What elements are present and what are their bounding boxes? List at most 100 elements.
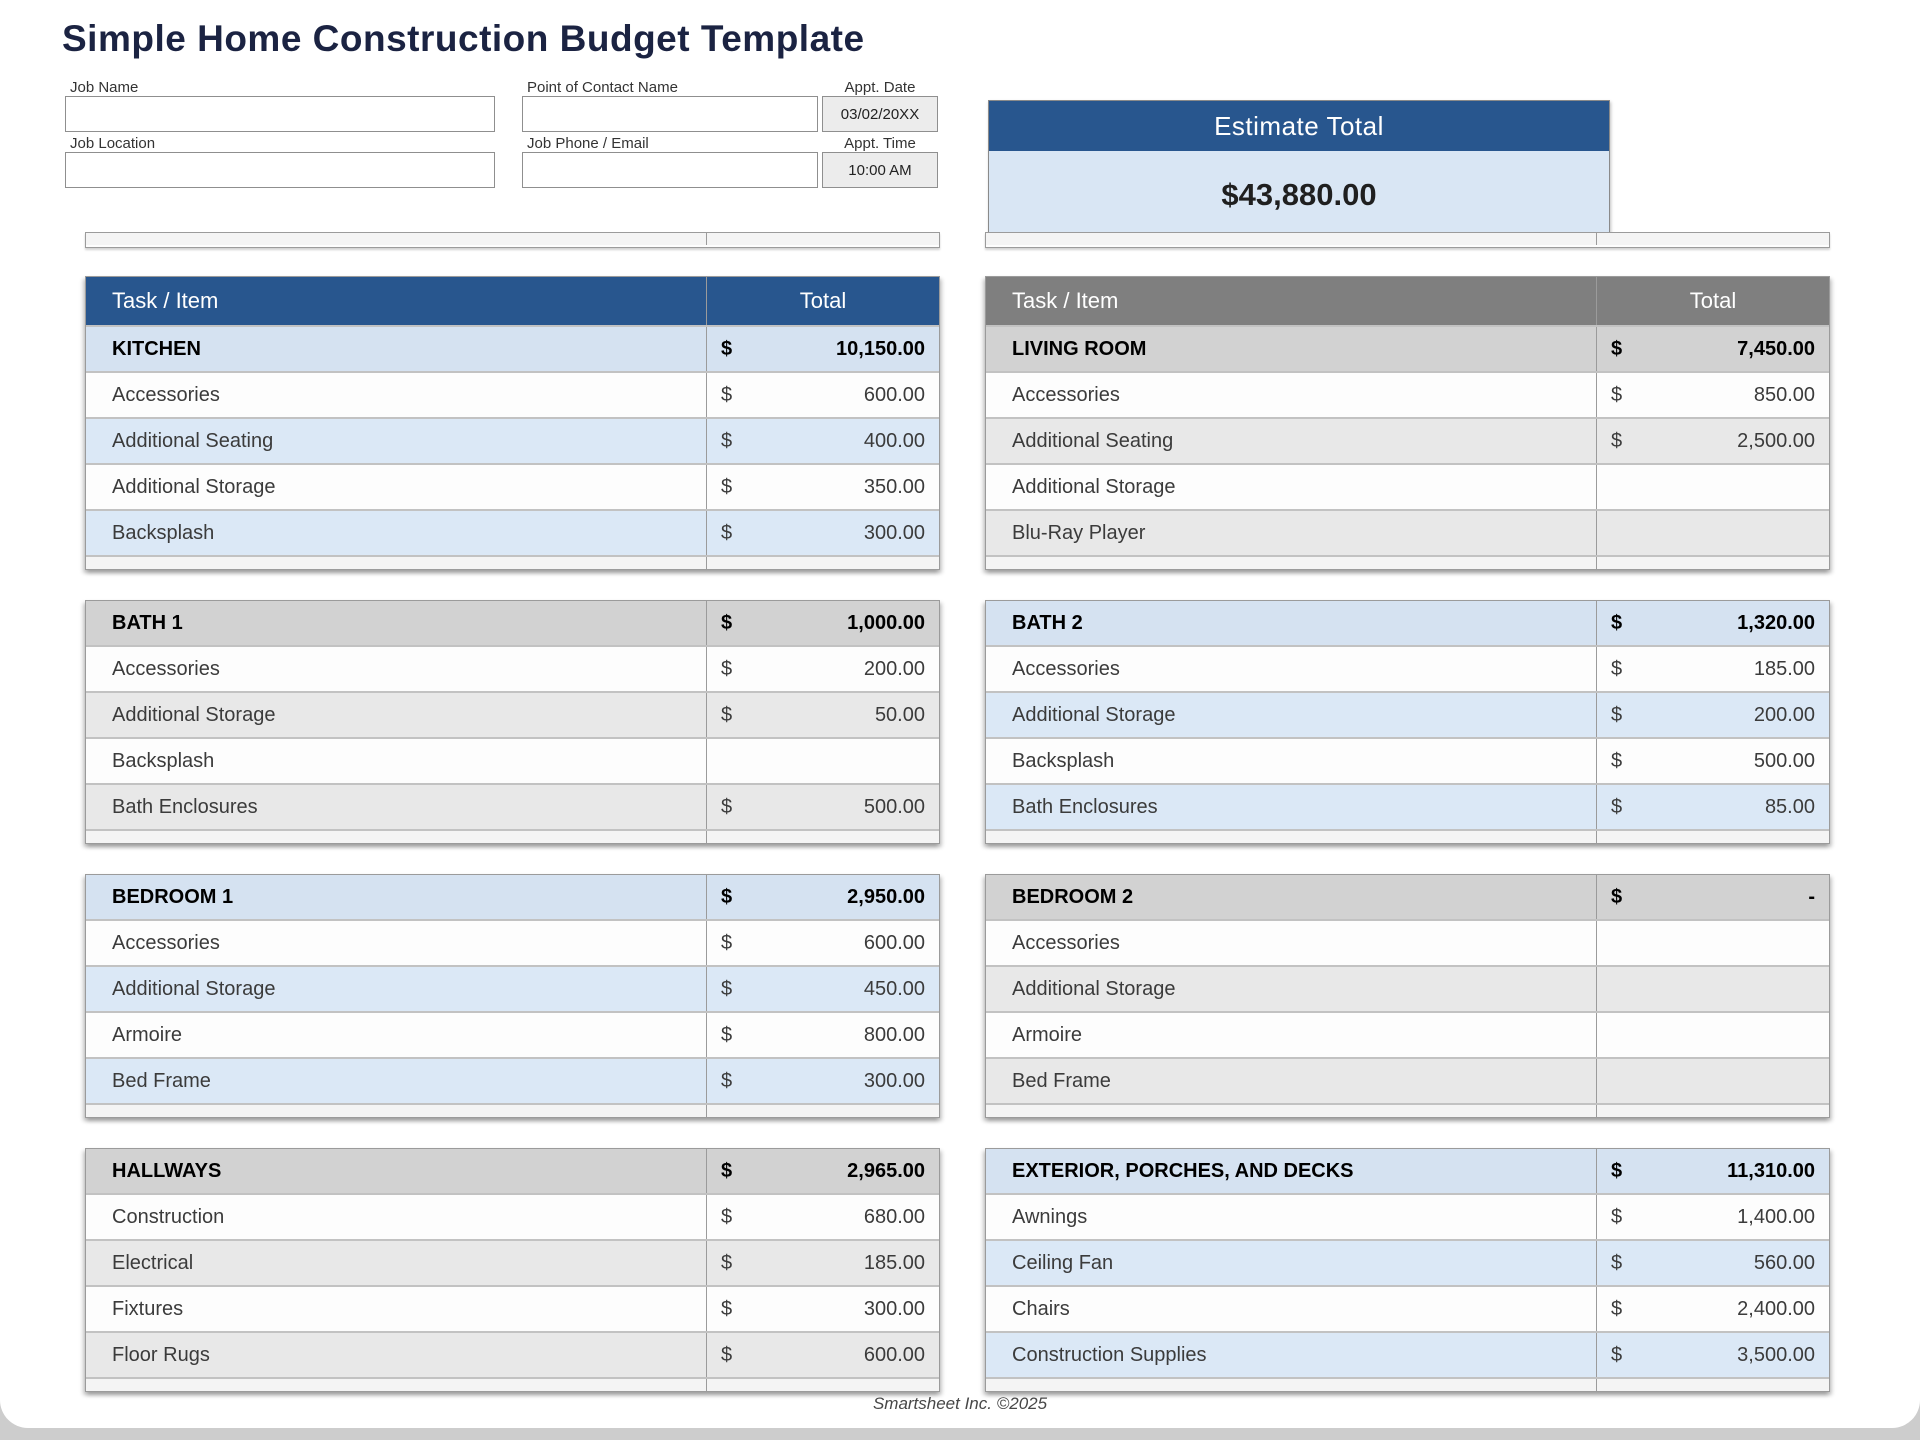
- task-cell[interactable]: Bath Enclosures: [986, 785, 1597, 829]
- amount-value: 600.00: [863, 1343, 925, 1366]
- table-row: Additional Seating $2,500.00: [986, 419, 1829, 465]
- job-location-label: Job Location: [70, 135, 156, 152]
- task-cell[interactable]: Accessories: [86, 647, 707, 691]
- total-cell[interactable]: $350.00: [707, 465, 939, 509]
- task-cell[interactable]: Accessories: [986, 373, 1597, 417]
- currency-symbol: $: [1611, 337, 1623, 360]
- currency-symbol: Total: [1689, 288, 1737, 313]
- task-cell[interactable]: Bed Frame: [986, 1059, 1597, 1103]
- budget-section-living-room: Task / Item Total LIVING ROOM $7,450.00 Acce…: [985, 276, 1830, 570]
- total-cell[interactable]: $600.00: [707, 373, 939, 417]
- amount-value: 200.00: [863, 657, 925, 680]
- section-header-row: BEDROOM 1 $2,950.00: [86, 875, 939, 921]
- table-row: Backsplash: [86, 739, 939, 785]
- section-total-cell: $7,450.00: [1597, 327, 1829, 371]
- task-cell[interactable]: Backsplash: [86, 511, 707, 555]
- task-cell[interactable]: Fixtures: [86, 1287, 707, 1331]
- total-cell[interactable]: $50.00: [707, 693, 939, 737]
- total-cell[interactable]: $450.00: [707, 967, 939, 1011]
- appt-time-field[interactable]: 10:00 AM: [822, 152, 938, 188]
- task-cell[interactable]: Additional Storage: [986, 693, 1597, 737]
- appt-date-field[interactable]: 03/02/20XX: [822, 96, 938, 132]
- total-cell[interactable]: $200.00: [707, 647, 939, 691]
- total-cell[interactable]: $85.00: [1597, 785, 1829, 829]
- amount-value: 10,150.00: [836, 337, 925, 360]
- task-cell[interactable]: Accessories: [986, 921, 1597, 965]
- table-row: Armoire: [986, 1013, 1829, 1059]
- task-cell[interactable]: Blu-Ray Player: [986, 511, 1597, 555]
- sliver-total-cell: [1597, 233, 1829, 245]
- task-cell[interactable]: Additional Storage: [986, 967, 1597, 1011]
- task-cell[interactable]: Electrical: [86, 1241, 707, 1285]
- total-cell[interactable]: $2,400.00: [1597, 1287, 1829, 1331]
- task-cell[interactable]: Accessories: [986, 647, 1597, 691]
- task-cell[interactable]: Bed Frame: [86, 1059, 707, 1103]
- table-row: Blu-Ray Player: [986, 511, 1829, 557]
- total-cell[interactable]: $200.00: [1597, 693, 1829, 737]
- task-cell[interactable]: Construction: [86, 1195, 707, 1239]
- total-cell[interactable]: $400.00: [707, 419, 939, 463]
- task-cell[interactable]: Accessories: [86, 921, 707, 965]
- task-cell[interactable]: Armoire: [986, 1013, 1597, 1057]
- table-row: Floor Rugs $600.00: [86, 1333, 939, 1379]
- total-cell[interactable]: $500.00: [707, 785, 939, 829]
- total-cell[interactable]: $1,400.00: [1597, 1195, 1829, 1239]
- total-cell[interactable]: $800.00: [707, 1013, 939, 1057]
- task-cell[interactable]: Armoire: [86, 1013, 707, 1057]
- total-cell[interactable]: $185.00: [707, 1241, 939, 1285]
- task-cell[interactable]: Additional Storage: [86, 465, 707, 509]
- task-cell[interactable]: Backsplash: [86, 739, 707, 783]
- total-cell[interactable]: $300.00: [707, 1287, 939, 1331]
- total-cell[interactable]: [1597, 967, 1829, 1011]
- total-cell[interactable]: $185.00: [1597, 647, 1829, 691]
- task-cell[interactable]: Construction Supplies: [986, 1333, 1597, 1377]
- total-cell[interactable]: $300.00: [707, 1059, 939, 1103]
- total-cell[interactable]: $500.00: [1597, 739, 1829, 783]
- amount-value: 500.00: [1753, 749, 1815, 772]
- sliver-task-cell: [986, 1379, 1597, 1391]
- total-cell[interactable]: $680.00: [707, 1195, 939, 1239]
- amount-value: 1,400.00: [1737, 1205, 1815, 1228]
- total-cell[interactable]: $300.00: [707, 511, 939, 555]
- task-cell[interactable]: Floor Rugs: [86, 1333, 707, 1377]
- currency-symbol: $: [721, 795, 733, 818]
- table-row: Additional Storage: [986, 967, 1829, 1013]
- total-cell[interactable]: $600.00: [707, 921, 939, 965]
- task-cell[interactable]: Additional Storage: [86, 967, 707, 1011]
- task-cell[interactable]: Backsplash: [986, 739, 1597, 783]
- total-cell[interactable]: [1597, 921, 1829, 965]
- sliver-row: [986, 831, 1829, 843]
- total-cell[interactable]: [1597, 511, 1829, 555]
- currency-symbol: $: [1611, 1251, 1623, 1274]
- total-cell[interactable]: [1597, 1013, 1829, 1057]
- total-cell[interactable]: $3,500.00: [1597, 1333, 1829, 1377]
- phone-email-input[interactable]: [522, 152, 818, 188]
- total-cell[interactable]: [707, 739, 939, 783]
- total-cell[interactable]: [1597, 1059, 1829, 1103]
- total-cell[interactable]: $2,500.00: [1597, 419, 1829, 463]
- amount-value: -: [1808, 885, 1815, 908]
- task-cell[interactable]: Bath Enclosures: [86, 785, 707, 829]
- total-cell[interactable]: $560.00: [1597, 1241, 1829, 1285]
- amount-value: 2,500.00: [1737, 429, 1815, 452]
- total-cell[interactable]: $850.00: [1597, 373, 1829, 417]
- task-cell[interactable]: Chairs: [986, 1287, 1597, 1331]
- task-cell[interactable]: Additional Seating: [86, 419, 707, 463]
- contact-name-input[interactable]: [522, 96, 818, 132]
- total-cell[interactable]: [1597, 465, 1829, 509]
- cut-row-sliver: [85, 232, 940, 248]
- job-location-input[interactable]: [65, 152, 495, 188]
- currency-symbol: $: [1611, 1205, 1623, 1228]
- task-cell[interactable]: Ceiling Fan: [986, 1241, 1597, 1285]
- sliver-task-cell: [986, 557, 1597, 569]
- task-cell[interactable]: Additional Seating: [986, 419, 1597, 463]
- table-row: Accessories: [986, 921, 1829, 967]
- task-cell[interactable]: Additional Storage: [86, 693, 707, 737]
- task-cell[interactable]: Accessories: [86, 373, 707, 417]
- job-name-input[interactable]: [65, 96, 495, 132]
- amount-value: 850.00: [1753, 383, 1815, 406]
- task-cell[interactable]: Additional Storage: [986, 465, 1597, 509]
- task-cell[interactable]: Awnings: [986, 1195, 1597, 1239]
- total-cell[interactable]: $600.00: [707, 1333, 939, 1377]
